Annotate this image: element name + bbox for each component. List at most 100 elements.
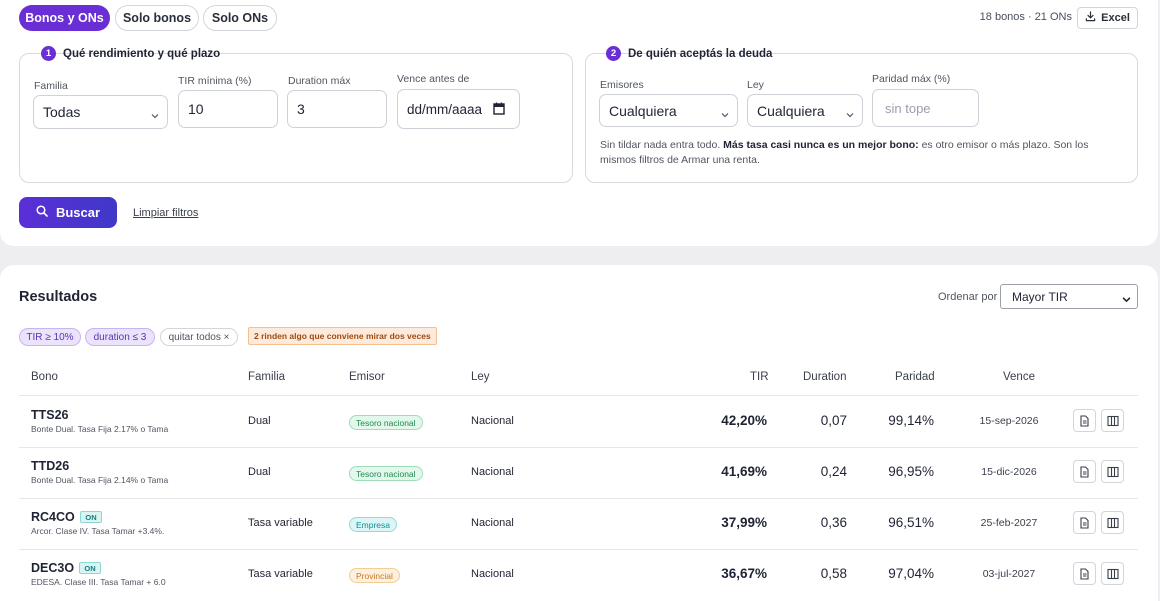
ley-cell: Nacional [471, 568, 514, 580]
tab-bonos-y-ons[interactable]: Bonos y ONs [19, 5, 110, 31]
duration-max-input[interactable]: 3 [287, 90, 387, 128]
col-header-bono[interactable]: Bono [31, 371, 58, 383]
bono-ticker: RC4CO [31, 510, 75, 524]
table-row[interactable]: DEC3O ON EDESA. Clase III. Tasa Tamar + … [0, 549, 1160, 600]
familia-value: Todas [43, 104, 81, 120]
excel-label: Excel [1101, 12, 1130, 24]
note-intro: Sin tildar nada entra todo. [600, 139, 724, 151]
note-bold: Más tasa casi nunca es un mejor bono: [723, 139, 919, 151]
duration-cell: 0,24 [820, 464, 847, 479]
emisores-label: Emisores [600, 79, 644, 91]
ficha-document-icon[interactable] [1073, 562, 1096, 585]
excel-button[interactable]: Excel [1077, 7, 1138, 29]
search-icon [36, 205, 48, 220]
results-title: Resultados [19, 289, 98, 305]
tir-min-input[interactable]: 10 [178, 90, 278, 128]
bono-ticker: TTS26 [31, 408, 69, 422]
emisores-value: Cualquiera [609, 102, 677, 119]
compare-columns-icon[interactable] [1101, 460, 1124, 483]
chevron-down-icon [846, 106, 854, 118]
duration-max-label: Duration máx [288, 75, 351, 87]
results-card [0, 265, 1158, 601]
bono-description: Bonte Dual. Tasa Fija 2.17% o Tama [31, 424, 169, 434]
quitar-todos-chip[interactable]: quitar todos × [160, 328, 238, 346]
tir-min-value: 10 [188, 101, 204, 117]
duration-cell: 0,36 [820, 515, 847, 530]
tab-solo-ons[interactable]: Solo ONs [203, 5, 277, 31]
filters-note: Sin tildar nada entra todo. Más tasa cas… [600, 138, 1125, 168]
compare-columns-icon[interactable] [1101, 562, 1124, 585]
tir-cell: 42,20% [721, 413, 767, 428]
col-header-duration[interactable]: Duration [803, 371, 847, 383]
step-number-1: 1 [41, 46, 56, 61]
familia-select[interactable]: Todas [33, 95, 168, 129]
vence-cell: 03-jul-2027 [982, 568, 1036, 580]
ordenar-value: Mayor TIR [1012, 289, 1068, 304]
tab-solo-bonos[interactable]: Solo bonos [115, 5, 199, 31]
warning-badge: 2 rinden algo que conviene mirar dos vec… [248, 327, 437, 345]
table-row[interactable]: TTS26 Bonte Dual. Tasa Fija 2.17% o Tama… [0, 396, 1160, 447]
duration-cell: 0,07 [820, 413, 847, 428]
vence-antes-label: Vence antes de [397, 73, 470, 85]
chevron-down-icon [151, 107, 159, 119]
bono-description: EDESA. Clase III. Tasa Tamar + 6.0 [31, 577, 166, 587]
col-header-ley[interactable]: Ley [471, 371, 490, 383]
emisor-badge: Provincial [349, 568, 400, 583]
limpiar-filtros-link[interactable]: Limpiar filtros [133, 207, 199, 219]
tir-cell: 37,99% [721, 515, 767, 530]
buscar-label: Buscar [55, 205, 101, 220]
ficha-document-icon[interactable] [1073, 460, 1096, 483]
row-divider [19, 447, 1138, 448]
tir-cell: 41,69% [721, 464, 767, 479]
table-row[interactable]: RC4CO ON Arcor. Clase IV. Tasa Tamar +3.… [0, 498, 1160, 549]
filter-chip-tir[interactable]: TIR ≥ 10% [19, 328, 81, 346]
col-header-familia[interactable]: Familia [248, 371, 286, 383]
step-number-2: 2 [606, 46, 621, 61]
calendar-icon[interactable] [493, 102, 505, 118]
familia-label: Familia [34, 80, 68, 92]
familia-cell: Dual [248, 415, 271, 427]
vence-antes-date-input[interactable]: dd/mm/aaaa [397, 89, 520, 129]
filter-chip-duration[interactable]: duration ≤ 3 [85, 328, 155, 346]
on-badge: ON [80, 511, 102, 523]
results-counts: 18 bonos · 21 ONs [979, 11, 1072, 23]
vence-antes-value: dd/mm/aaaa [407, 101, 483, 117]
row-divider [19, 549, 1138, 550]
ley-cell: Nacional [471, 466, 514, 478]
paridad-cell: 97,04% [888, 566, 934, 581]
table-header-divider [19, 395, 1138, 396]
tir-min-label: TIR mínima (%) [178, 75, 252, 87]
ordenar-select[interactable]: Mayor TIR [1000, 284, 1138, 309]
panel1-title: Qué rendimiento y qué plazo [63, 48, 221, 60]
paridad-max-label: Paridad máx (%) [872, 73, 951, 85]
bono-ticker: DEC3O [31, 561, 75, 575]
compare-columns-icon[interactable] [1101, 511, 1124, 534]
ley-value: Cualquiera [757, 102, 825, 119]
compare-columns-icon[interactable] [1101, 409, 1124, 432]
vence-cell: 25-feb-2027 [980, 517, 1038, 529]
emisores-select[interactable]: Cualquiera [599, 94, 738, 127]
paridad-max-input[interactable]: sin tope [872, 89, 979, 127]
bono-description: Bonte Dual. Tasa Fija 2.14% o Tama [31, 475, 169, 485]
col-header-vence[interactable]: Vence [1003, 371, 1035, 383]
buscar-button[interactable]: Buscar [19, 197, 117, 228]
chevron-down-icon [721, 106, 729, 118]
ficha-document-icon[interactable] [1073, 511, 1096, 534]
ficha-document-icon[interactable] [1073, 409, 1096, 432]
ley-select[interactable]: Cualquiera [747, 94, 863, 127]
bono-ticker: TTD26 [31, 459, 70, 473]
col-header-paridad[interactable]: Paridad [895, 371, 935, 383]
vence-cell: 15-sep-2026 [979, 415, 1039, 427]
ordenar-label: Ordenar por [938, 291, 998, 303]
tir-cell: 36,67% [721, 566, 767, 581]
table-row[interactable]: TTD26 Bonte Dual. Tasa Fija 2.14% o Tama… [0, 447, 1160, 498]
col-header-tir[interactable]: TIR [750, 371, 769, 383]
emisor-badge: Tesoro nacional [349, 415, 423, 430]
bono-description: Arcor. Clase IV. Tasa Tamar +3.4%. [31, 526, 165, 536]
col-header-emisor[interactable]: Emisor [349, 371, 385, 383]
paridad-max-placeholder: sin tope [885, 100, 931, 116]
on-badge: ON [79, 562, 101, 574]
familia-cell: Tasa variable [248, 568, 313, 580]
note-rest: es otro emisor o más plazo. Son los mism… [600, 139, 1089, 166]
download-icon [1085, 11, 1096, 25]
